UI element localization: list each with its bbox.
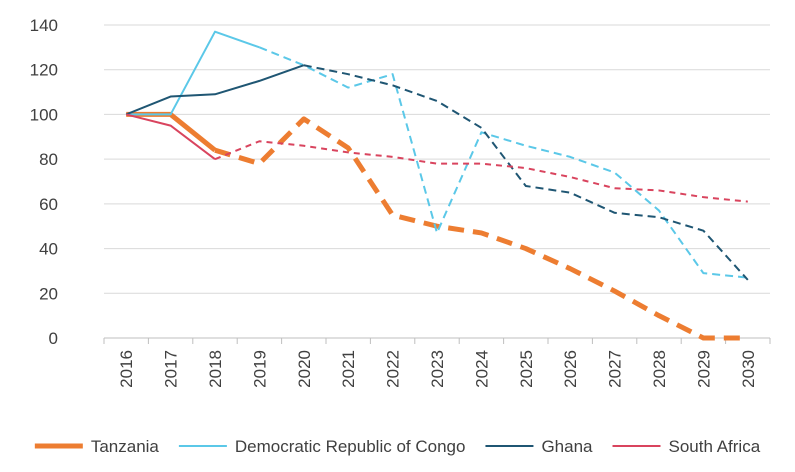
x-tick-label: 2024 [472,350,491,388]
legend-label: South Africa [669,437,761,456]
legend: Tanzania Democratic Republic of Congo Ghan… [34,437,761,456]
x-tick-label: 2016 [117,350,136,388]
x-tick-label: 2017 [162,350,181,388]
y-tick-label: 60 [39,195,58,214]
series-line-democratic-republic-of-congo-solid [126,30,260,116]
x-tick-label: 2027 [606,350,625,388]
y-tick-label: 140 [30,16,58,35]
legend-label: Tanzania [91,437,160,456]
grid-lines [104,24,770,294]
legend-label: Ghana [541,437,593,456]
x-tick-label: 2019 [250,350,269,388]
legend-item: South Africa [612,437,761,456]
series-line-tanzania-solid [126,111,217,153]
x-tick-label: 2023 [428,350,447,388]
legend-item: Democratic Republic of Congo [178,437,466,456]
series-line-tanzania-dashed [214,116,748,341]
y-tick-label: 120 [30,61,58,80]
y-tick-label: 100 [30,105,58,124]
axes: 0 20 40 60 80 100 120 140 2016 2017 2018 2019 2020 20… [30,16,771,388]
x-tick-label: 2026 [561,350,580,388]
series-line-democratic-republic-of-congo-dashed [259,46,748,279]
y-tick-label: 20 [39,284,58,303]
series-line-south-africa-solid [125,113,216,160]
x-tick-label: 2021 [339,350,358,388]
x-tick-label: 2029 [694,350,713,388]
x-tick-label: 2028 [650,350,669,388]
series-line-ghana-solid [125,64,305,116]
y-tick-label: 80 [39,150,58,169]
x-tick-label: 2022 [384,350,403,388]
x-tick-label: 2030 [739,350,758,388]
x-tick-label: 2018 [206,350,225,388]
x-tick-label: 2020 [295,350,314,388]
legend-item: Ghana [485,437,593,456]
series-lines [125,30,749,341]
x-tick-label: 2025 [517,350,536,388]
series-line-south-africa-dashed [214,140,748,203]
legend-item: Tanzania [34,437,160,456]
y-tick-label: 0 [49,329,58,348]
legend-label: Democratic Republic of Congo [235,437,466,456]
y-tick-label: 40 [39,240,58,259]
series-line-ghana-dashed [303,64,749,281]
